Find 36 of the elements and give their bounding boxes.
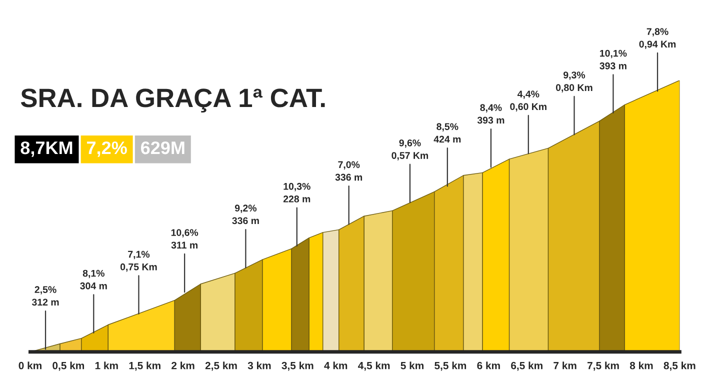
x-tick-label: 0,5 km: [52, 362, 84, 371]
annotation: 9,2% 336 m: [232, 204, 259, 224]
x-tick-label: 4 km: [324, 362, 348, 370]
annotation: 7,1% 0,75 Km: [120, 250, 157, 272]
x-tick-label: 5,5 km: [434, 362, 466, 371]
x-tick-label: 8,5 km: [664, 362, 696, 371]
chart-title: SRA. DA GRAÇA 1ª CAT.: [20, 88, 325, 113]
annotation: 10,6% 311 m: [171, 229, 198, 249]
x-tick-label: 7 km: [554, 362, 576, 370]
x-tick-label: 0 km: [18, 362, 42, 370]
annotation: 10,3% 228 m: [283, 182, 310, 202]
annotation: 7,8% 0,94 Km: [639, 28, 676, 49]
annotation: 9,3% 0,80 Km: [556, 72, 592, 92]
x-tick-label: 3 km: [248, 362, 271, 370]
annotation: 7,0% 336 m: [335, 161, 362, 181]
x-tick-label: 4,5 km: [358, 362, 390, 371]
x-tick-label: 2 km: [172, 362, 194, 370]
annotation: 2,5% 312 m: [32, 286, 59, 306]
x-tick-label: 7,5 km: [588, 362, 619, 371]
x-tick-label: 2,5 km: [205, 362, 237, 371]
annotation: 8,1% 304 m: [80, 270, 107, 290]
x-tick-label: 6 km: [477, 362, 500, 370]
annotation: 8,5% 424 m: [434, 123, 461, 143]
x-tick-label: 5 km: [400, 362, 424, 370]
x-tick-label: 3,5 km: [282, 362, 314, 371]
annotation: 9,6% 0,57 Km: [392, 139, 428, 160]
x-tick-label: 1,5 km: [129, 362, 160, 371]
x-tick-label: 6,5 km: [511, 362, 542, 371]
annotation: 7,2%: [87, 141, 127, 157]
annotation: 629M: [140, 141, 184, 154]
annotation: 8,4% 393 m: [477, 104, 504, 124]
x-tick-label: 8 km: [630, 362, 653, 370]
annotation: 8,7KM: [20, 141, 72, 157]
annotation: 4,4% 0,60 Km: [510, 90, 546, 112]
annotation: 10,1% 393 m: [600, 50, 627, 70]
x-tick-label: 1 km: [95, 362, 118, 370]
